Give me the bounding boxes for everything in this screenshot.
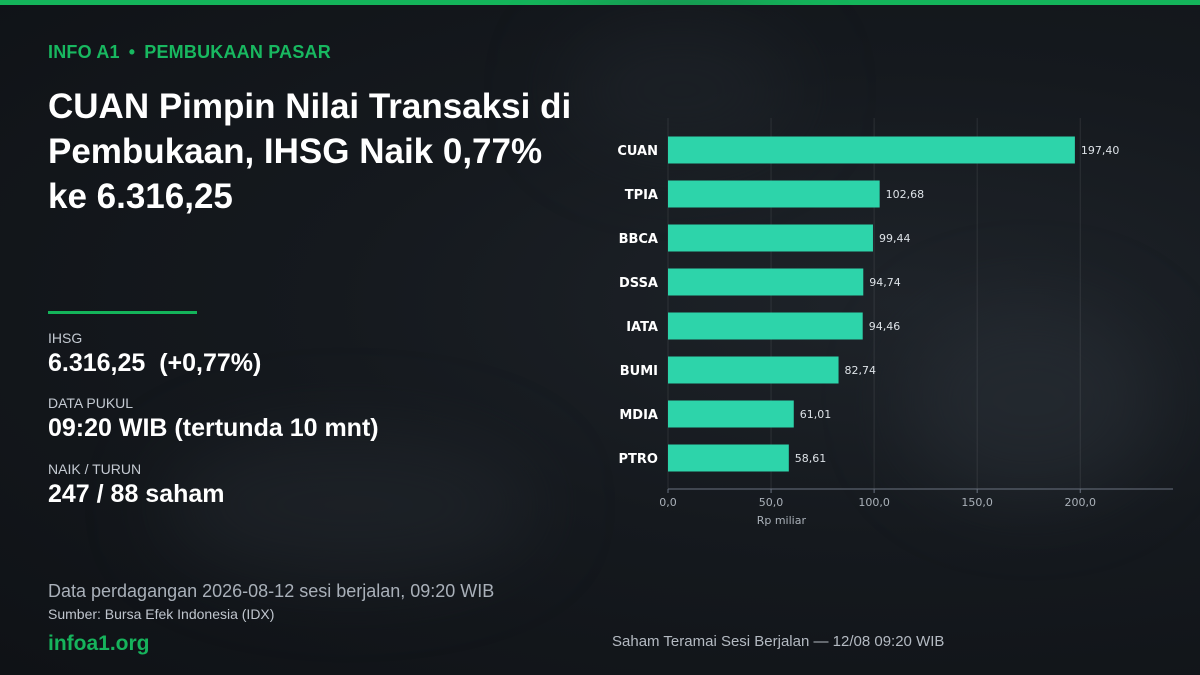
bar: [668, 312, 863, 340]
stat-value: 247 / 88 saham: [48, 480, 225, 508]
headline: CUAN Pimpin Nilai Transaksi di Pembukaan…: [48, 87, 572, 216]
source-note: Sumber: Bursa Efek Indonesia (IDX): [48, 606, 275, 622]
x-tick-label: 200,0: [1064, 496, 1096, 509]
bar: [668, 224, 873, 252]
x-tick-label: 150,0: [961, 496, 993, 509]
stat-value: 6.316,25 (+0,77%): [48, 349, 262, 377]
top-accent-bar: [0, 0, 1200, 5]
value-label: 102,68: [886, 188, 925, 201]
stat-advance-decline: NAIK / TURUN 247 / 88 saham: [48, 461, 225, 509]
bar: [668, 444, 789, 472]
stat-ihsg: IHSG 6.316,25 (+0,77%): [48, 330, 261, 378]
value-label: 94,46: [869, 320, 901, 333]
site-link[interactable]: infoa1.org: [48, 632, 150, 655]
value-label: 82,74: [845, 364, 877, 377]
category-label: BUMI: [620, 364, 658, 379]
value-label: 99,44: [879, 232, 911, 245]
x-tick-label: 50,0: [759, 496, 784, 509]
bar: [668, 356, 839, 384]
x-tick-label: 100,0: [858, 496, 890, 509]
category-label: DSSA: [619, 276, 658, 291]
category-label: CUAN: [617, 144, 658, 159]
value-label: 61,01: [800, 408, 832, 421]
divider: [48, 311, 197, 314]
data-note: Data perdagangan 2026-08-12 sesi berjala…: [48, 581, 495, 601]
bar: [668, 400, 794, 428]
stat-value: 09:20 WIB (tertunda 10 mnt): [48, 414, 379, 442]
background-glow: [900, 300, 1160, 500]
stat-label: DATA PUKUL: [48, 395, 134, 411]
bar: [668, 180, 880, 208]
section-label: PEMBUKAAN PASAR: [144, 42, 331, 62]
x-tick-label: 0,0: [659, 496, 677, 509]
category-label: PTRO: [619, 452, 658, 467]
stat-label: IHSG: [48, 330, 83, 346]
brand-label: INFO A1: [48, 42, 120, 62]
chart-caption: Saham Teramai Sesi Berjalan — 12/08 09:2…: [612, 633, 945, 650]
category-label: TPIA: [625, 188, 658, 203]
value-label: 197,40: [1081, 144, 1120, 157]
value-label: 58,61: [795, 452, 827, 465]
stat-label: NAIK / TURUN: [48, 461, 142, 477]
category-label: BBCA: [619, 232, 658, 247]
separator-dot: •: [128, 42, 136, 62]
bar: [668, 268, 864, 296]
category-label: MDIA: [619, 408, 658, 423]
background-glow: [160, 430, 540, 580]
x-axis-label: Rp miliar: [757, 514, 807, 527]
eyebrow: INFO A1 • PEMBUKAAN PASAR: [48, 42, 331, 63]
value-label: 94,74: [869, 276, 901, 289]
stat-data-time: DATA PUKUL 09:20 WIB (tertunda 10 mnt): [48, 395, 379, 443]
category-label: IATA: [626, 320, 658, 335]
bar-chart: CUAN 197,40 TPIA 102,68 BBCA 99,44 DSSA 94,74 IA…: [617, 118, 1173, 527]
bar: [668, 136, 1075, 164]
